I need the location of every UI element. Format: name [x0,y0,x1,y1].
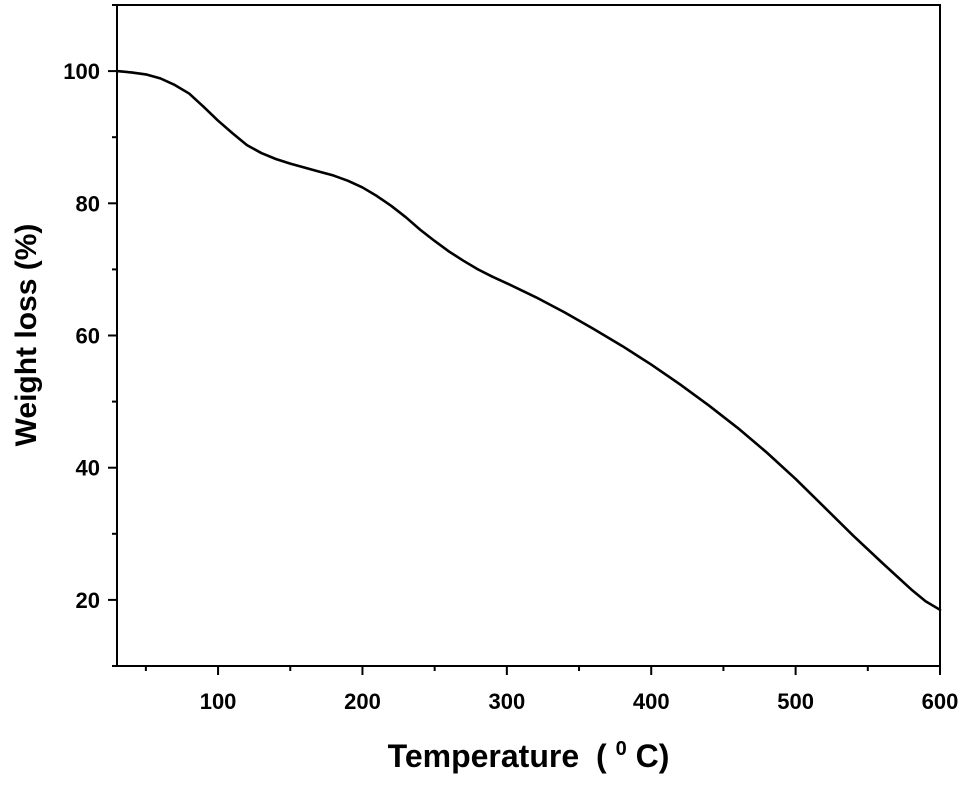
y-tick-label: 20 [76,588,100,613]
x-axis-title-unit-sup: 0 [616,738,627,760]
y-axis-title: Weight loss (%) [10,224,43,447]
x-tick-label: 400 [633,689,670,714]
y-tick-label: 80 [76,191,100,216]
x-axis-title: Temperature ( 0 C) [388,726,670,774]
x-tick-label: 300 [488,689,525,714]
x-axis-title-main: Temperature [388,738,579,774]
x-axis-title-unit-close: C) [636,738,670,774]
y-tick-label: 60 [76,324,100,349]
x-tick-label: 500 [777,689,814,714]
y-tick-label: 100 [63,59,100,84]
x-tick-label: 600 [922,689,959,714]
x-axis-title-unit-open: ( [596,738,607,774]
x-tick-label: 100 [200,689,237,714]
series-line [115,69,942,612]
x-tick-label: 200 [344,689,381,714]
axes: 100 200 300 400 500 600 20 40 60 80 100 [63,4,959,714]
plot-frame [116,4,941,667]
y-tick-label: 40 [76,456,100,481]
plot-area [115,69,942,612]
